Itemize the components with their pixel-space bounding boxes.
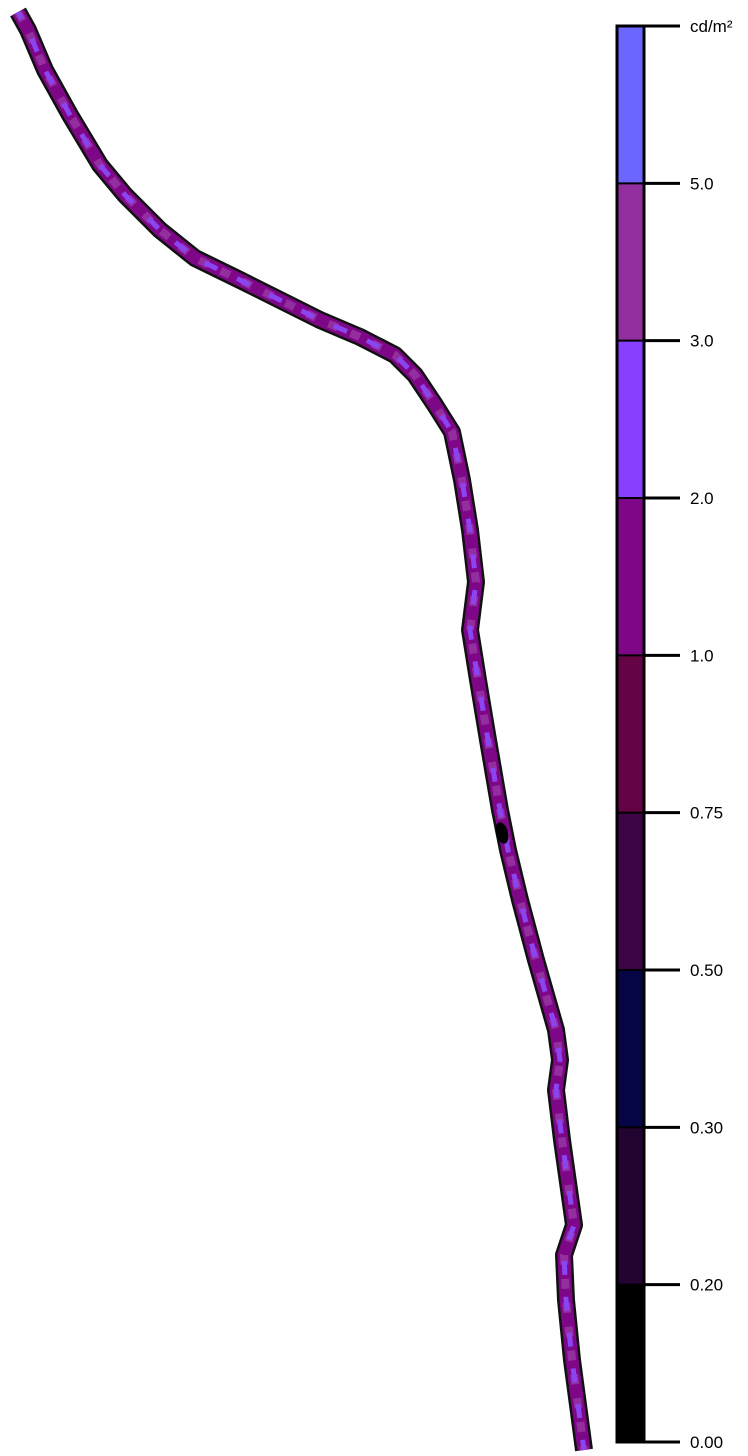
legend-tick-label: 3.0 bbox=[690, 332, 714, 351]
road-surface bbox=[18, 12, 584, 1450]
legend-unit-label: cd/m² bbox=[690, 17, 733, 36]
legend-band bbox=[617, 1285, 644, 1442]
road-luminance-strip bbox=[18, 12, 584, 1450]
road-outline bbox=[18, 12, 584, 1450]
legend-tick-label: 0.50 bbox=[690, 961, 723, 980]
legend-tick-label: 0.75 bbox=[690, 804, 723, 823]
legend-band bbox=[617, 1127, 644, 1284]
legend-tick-label: 2.0 bbox=[690, 489, 714, 508]
legend-band bbox=[617, 655, 644, 812]
legend-band bbox=[617, 183, 644, 340]
road-contour-band bbox=[18, 12, 584, 1450]
legend-color-bands bbox=[617, 26, 644, 1442]
legend-tick-label: 0.20 bbox=[690, 1276, 723, 1295]
legend-tick-label: 5.0 bbox=[690, 174, 714, 193]
legend-band bbox=[617, 341, 644, 498]
legend-tick-label: 1.0 bbox=[690, 646, 714, 665]
luminance-legend: 0.00 0.20 0.30 0.50 0.75 1.0 2.0 3.0 5.0 cd/m² bbox=[617, 17, 733, 1452]
road-contour-highlight bbox=[18, 12, 584, 1450]
legend-tick-label: 0.30 bbox=[690, 1118, 723, 1137]
legend-band bbox=[617, 813, 644, 970]
legend-band bbox=[617, 970, 644, 1127]
legend-ticks: 0.00 0.20 0.30 0.50 0.75 1.0 2.0 3.0 5.0 bbox=[644, 26, 723, 1452]
legend-tick-label: 0.00 bbox=[690, 1433, 723, 1452]
legend-band bbox=[617, 26, 644, 183]
legend-band bbox=[617, 498, 644, 655]
